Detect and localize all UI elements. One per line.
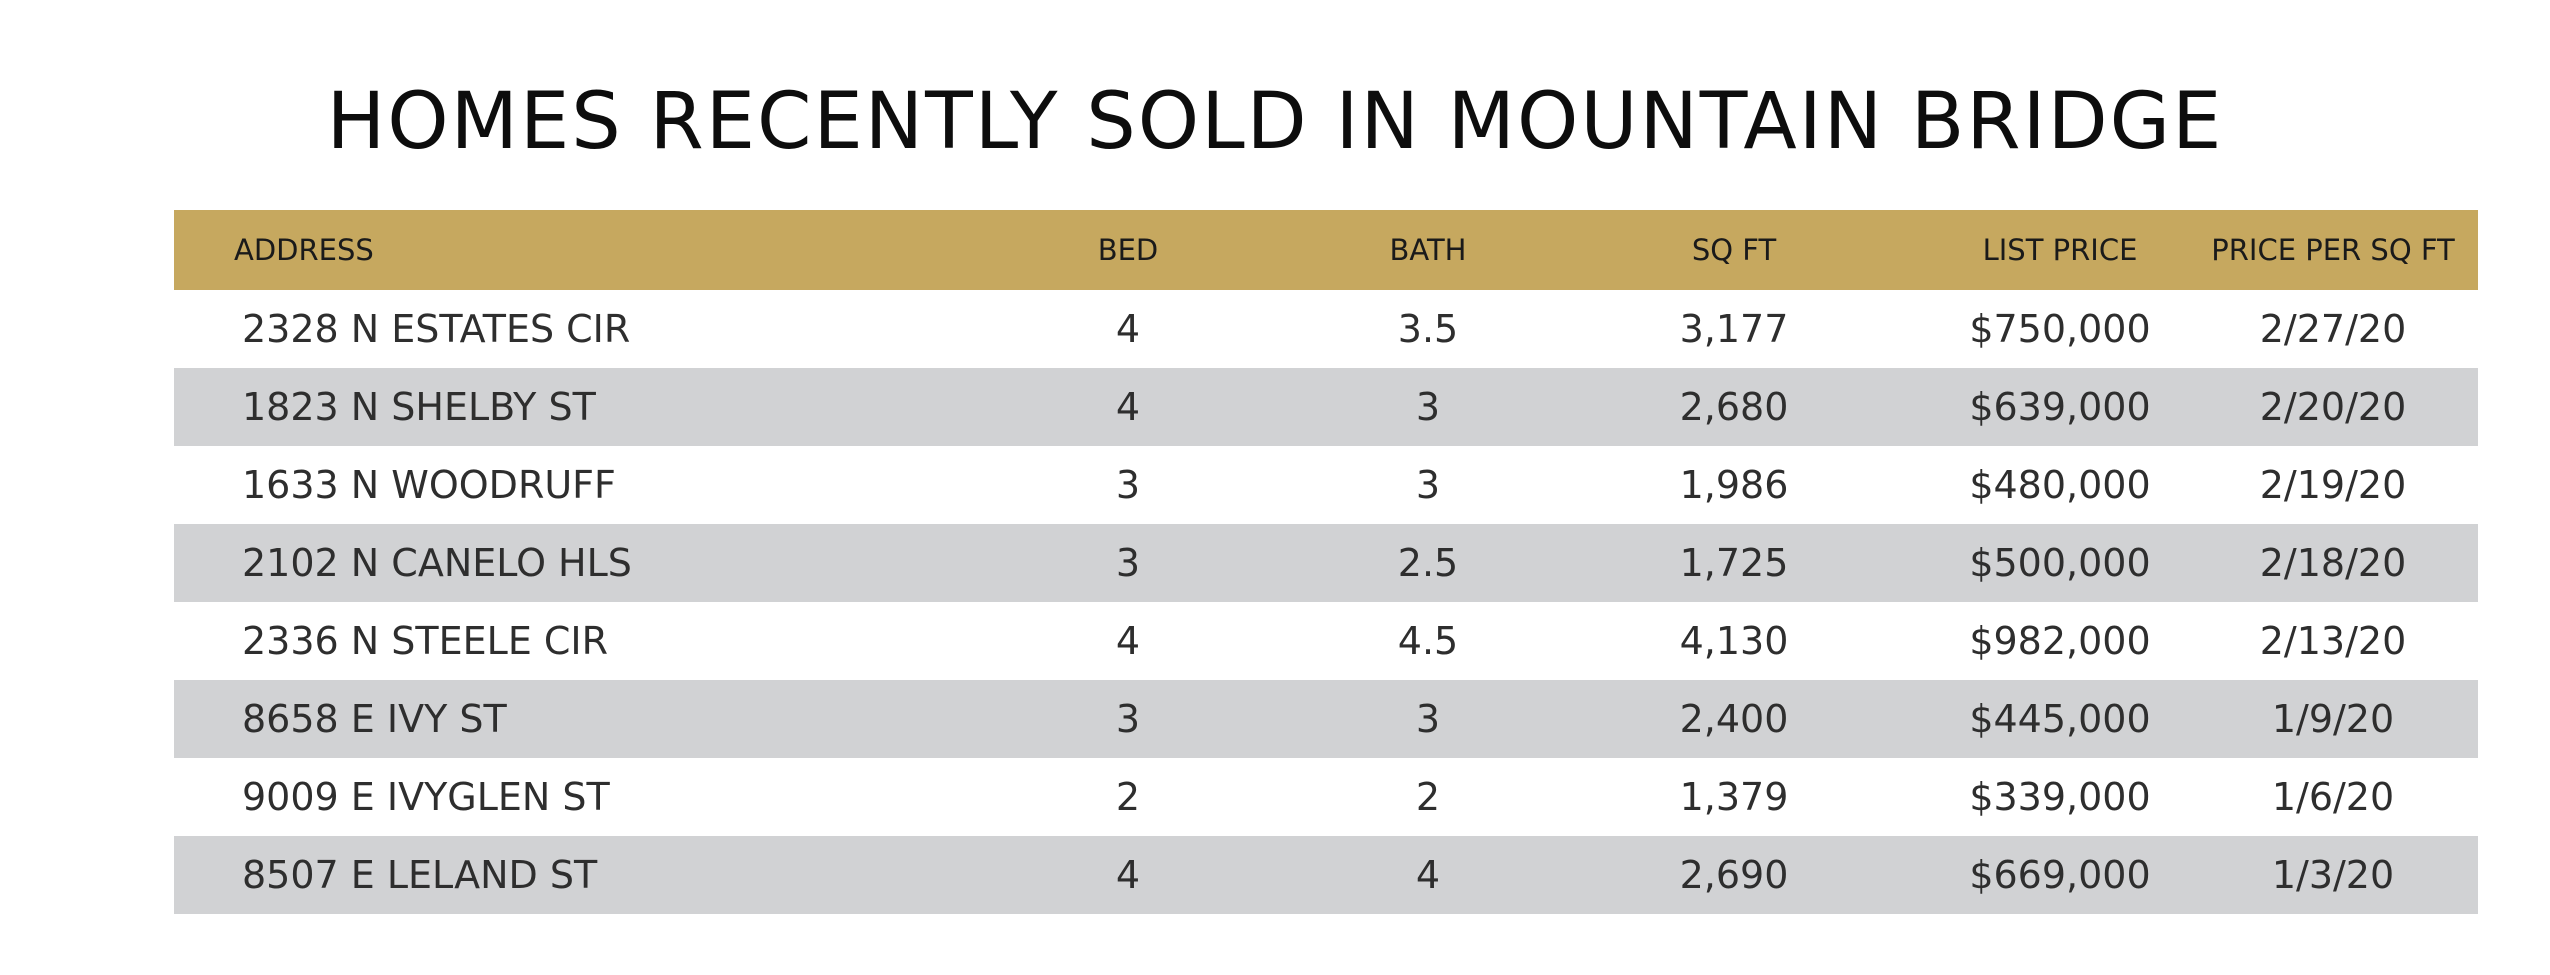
cell-list-price: $982,000 bbox=[1969, 619, 2151, 663]
cell-list-price: $339,000 bbox=[1969, 775, 2151, 819]
cell-address: 2336 N STEELE CIR bbox=[242, 619, 609, 663]
cell-sqft: 1,379 bbox=[1679, 775, 1789, 819]
header-price-per-sqft: PRICE PER SQ FT bbox=[2211, 233, 2455, 267]
cell-sqft: 1,986 bbox=[1679, 463, 1789, 507]
cell-address: 8507 E LELAND ST bbox=[242, 853, 598, 897]
cell-bath: 4.5 bbox=[1397, 619, 1459, 663]
cell-list-price: $445,000 bbox=[1969, 697, 2151, 741]
cell-bed: 3 bbox=[1115, 463, 1141, 507]
cell-bath: 2.5 bbox=[1397, 541, 1459, 585]
table-row: 1823 N SHELBY ST 4 3 2,680 $639,000 2/20… bbox=[174, 368, 2478, 446]
cell-bed: 4 bbox=[1115, 385, 1141, 429]
cell-bath: 2 bbox=[1415, 775, 1441, 819]
table-row: 2336 N STEELE CIR 4 4.5 4,130 $982,000 2… bbox=[174, 602, 2478, 680]
cell-bed: 2 bbox=[1115, 775, 1141, 819]
header-bed: BED bbox=[1097, 233, 1159, 267]
cell-bath: 3 bbox=[1415, 463, 1441, 507]
sold-homes-table: ADDRESS BED BATH SQ FT LIST PRICE PRICE … bbox=[174, 210, 2478, 914]
cell-address: 2328 N ESTATES CIR bbox=[242, 307, 631, 351]
table-row: 8507 E LELAND ST 4 4 2,690 $669,000 1/3/… bbox=[174, 836, 2478, 914]
cell-address: 1823 N SHELBY ST bbox=[242, 385, 596, 429]
table-row: 2328 N ESTATES CIR 4 3.5 3,177 $750,000 … bbox=[174, 290, 2478, 368]
cell-sqft: 3,177 bbox=[1679, 307, 1789, 351]
cell-bed: 3 bbox=[1115, 697, 1141, 741]
header-address: ADDRESS bbox=[234, 233, 374, 267]
cell-bath: 3 bbox=[1415, 385, 1441, 429]
cell-price-per-sqft: 1/6/20 bbox=[2271, 775, 2395, 819]
header-list-price: LIST PRICE bbox=[1982, 233, 2138, 267]
cell-list-price: $750,000 bbox=[1969, 307, 2151, 351]
cell-price-per-sqft: 1/9/20 bbox=[2271, 697, 2395, 741]
cell-list-price: $500,000 bbox=[1969, 541, 2151, 585]
cell-list-price: $669,000 bbox=[1969, 853, 2151, 897]
cell-bed: 4 bbox=[1115, 307, 1141, 351]
cell-list-price: $639,000 bbox=[1969, 385, 2151, 429]
table-row: 8658 E IVY ST 3 3 2,400 $445,000 1/9/20 bbox=[174, 680, 2478, 758]
cell-sqft: 2,690 bbox=[1679, 853, 1789, 897]
cell-sqft: 1,725 bbox=[1679, 541, 1789, 585]
page-title: HOMES RECENTLY SOLD IN MOUNTAIN BRIDGE bbox=[326, 77, 2224, 167]
cell-bath: 3.5 bbox=[1397, 307, 1459, 351]
cell-price-per-sqft: 2/18/20 bbox=[2259, 541, 2407, 585]
cell-address: 8658 E IVY ST bbox=[242, 697, 507, 741]
cell-address: 1633 N WOODRUFF bbox=[242, 463, 616, 507]
cell-bed: 3 bbox=[1115, 541, 1141, 585]
cell-address: 9009 E IVYGLEN ST bbox=[242, 775, 610, 819]
cell-address: 2102 N CANELO HLS bbox=[242, 541, 632, 585]
table-row: 2102 N CANELO HLS 3 2.5 1,725 $500,000 2… bbox=[174, 524, 2478, 602]
table-header-row: ADDRESS BED BATH SQ FT LIST PRICE PRICE … bbox=[174, 210, 2478, 290]
cell-price-per-sqft: 1/3/20 bbox=[2271, 853, 2395, 897]
cell-bath: 4 bbox=[1415, 853, 1441, 897]
cell-price-per-sqft: 2/19/20 bbox=[2259, 463, 2407, 507]
cell-sqft: 2,680 bbox=[1679, 385, 1789, 429]
cell-sqft: 4,130 bbox=[1679, 619, 1789, 663]
cell-bed: 4 bbox=[1115, 619, 1141, 663]
table-row: 9009 E IVYGLEN ST 2 2 1,379 $339,000 1/6… bbox=[174, 758, 2478, 836]
cell-sqft: 2,400 bbox=[1679, 697, 1789, 741]
table-row: 1633 N WOODRUFF 3 3 1,986 $480,000 2/19/… bbox=[174, 446, 2478, 524]
header-bath: BATH bbox=[1389, 233, 1467, 267]
cell-bath: 3 bbox=[1415, 697, 1441, 741]
cell-price-per-sqft: 2/20/20 bbox=[2259, 385, 2407, 429]
cell-price-per-sqft: 2/27/20 bbox=[2259, 307, 2407, 351]
header-sqft: SQ FT bbox=[1691, 233, 1777, 267]
cell-price-per-sqft: 2/13/20 bbox=[2259, 619, 2407, 663]
cell-bed: 4 bbox=[1115, 853, 1141, 897]
cell-list-price: $480,000 bbox=[1969, 463, 2151, 507]
